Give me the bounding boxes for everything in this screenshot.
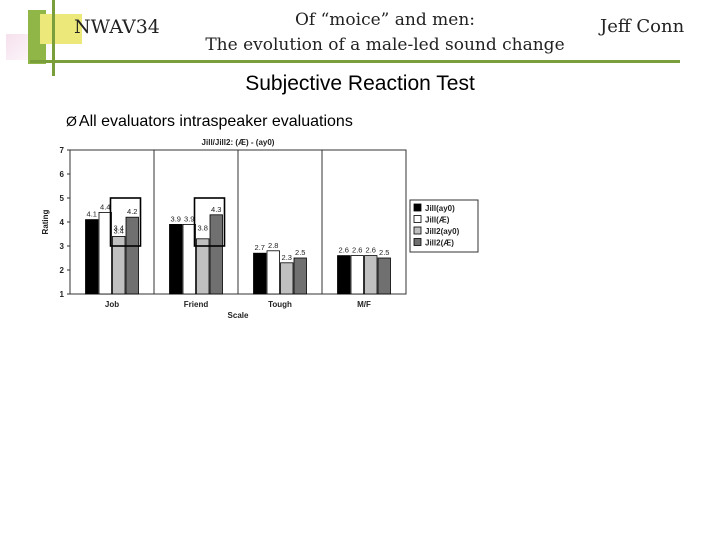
annotation-label: 3.8 (198, 223, 208, 232)
data-label: 2.3 (282, 253, 292, 262)
bar (112, 236, 126, 295)
y-tick-label: 2 (60, 266, 65, 275)
bar (337, 255, 351, 295)
data-label: 2.8 (268, 241, 278, 250)
legend-label: Jill2(ay0) (425, 227, 460, 236)
bar (209, 214, 223, 295)
bar (85, 219, 99, 295)
y-tick-label: 3 (60, 242, 65, 251)
bar-chart: Jill/Jill2: (Æ) - (ay0) 1 2 3 4 5 6 7 Rating Scal… (41, 138, 479, 320)
decor-horizontal-line (30, 60, 680, 63)
x-tick-label: Tough (268, 300, 292, 309)
data-label: 2.7 (255, 243, 265, 252)
data-label: 4.3 (211, 205, 221, 214)
data-label: 3.9 (184, 214, 194, 223)
data-label: 3.9 (171, 214, 181, 223)
x-tick-label: Friend (184, 300, 209, 309)
author-name: Jeff Conn (600, 16, 685, 37)
slide-title-line1: Of “moice” and men: (294, 10, 476, 30)
chart-title: Jill/Jill2: (Æ) - (ay0) (202, 138, 275, 147)
y-tick-label: 5 (60, 194, 65, 203)
y-tick-label: 1 (60, 290, 65, 299)
legend-swatch (413, 238, 422, 246)
bar (364, 255, 378, 295)
x-tick-label: M/F (357, 300, 371, 309)
bar (196, 238, 210, 295)
highlight-box (109, 197, 142, 247)
bullet-text: All evaluators intraspeaker evaluations (78, 113, 353, 130)
legend-swatch (413, 215, 422, 223)
data-label: 3.4 (114, 226, 124, 235)
decor-yellow-block (40, 14, 82, 44)
legend-swatch (413, 226, 422, 235)
y-axis-label: Rating (41, 209, 50, 234)
decor-vertical-line (52, 0, 55, 76)
bar (253, 252, 267, 295)
data-label: 2.6 (366, 246, 376, 255)
bar (377, 257, 391, 295)
y-tick-label: 7 (60, 146, 65, 155)
data-label: 2.6 (352, 246, 362, 255)
bar (266, 250, 280, 295)
bar (169, 224, 183, 295)
data-label: 4.4 (100, 202, 110, 211)
conference-name: NWAV34 (74, 16, 160, 38)
data-label: 2.5 (379, 248, 389, 257)
bar (125, 216, 139, 295)
data-label: 4.1 (87, 210, 97, 219)
bar (182, 224, 196, 295)
x-tick-label: Job (105, 300, 119, 309)
bar (350, 255, 364, 295)
legend-label: Jill2(Æ) (425, 239, 454, 248)
bar (293, 257, 307, 295)
y-tick-label: 6 (60, 170, 65, 179)
bullet-item: Ø All evaluators intraspeaker evaluations (66, 113, 353, 131)
slide-title-line2: The evolution of a male-led sound change (205, 35, 565, 55)
legend-swatch (413, 203, 422, 212)
x-axis-label: Scale (228, 311, 249, 320)
legend-label: Jill(Æ) (425, 216, 450, 225)
highlight-box (193, 197, 226, 247)
bar (98, 212, 112, 295)
section-title: Subjective Reaction Test (245, 72, 475, 95)
data-label: 2.5 (295, 248, 305, 257)
annotation-label: 3.4 (114, 223, 124, 232)
bullet-marker: Ø (66, 113, 77, 129)
legend-label: Jill(ay0) (425, 204, 455, 213)
slide-title: Of “moice” and men: The evolution of a m… (185, 8, 585, 58)
bar (280, 262, 294, 295)
data-label: 4.2 (127, 207, 137, 216)
data-label: 2.6 (339, 246, 349, 255)
y-tick-label: 4 (60, 218, 65, 227)
